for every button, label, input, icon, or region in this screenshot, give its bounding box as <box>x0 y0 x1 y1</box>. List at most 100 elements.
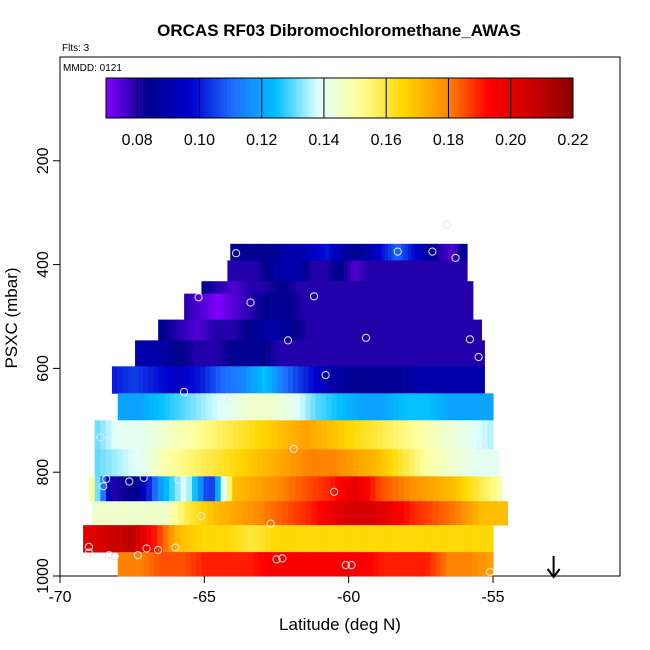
colorbar-swatch <box>442 78 446 118</box>
heatmap-cell <box>114 501 122 526</box>
heatmap-cell <box>440 260 445 282</box>
heatmap-cell <box>313 260 318 282</box>
colorbar-swatch <box>510 78 515 118</box>
heatmap-cell <box>117 366 123 394</box>
heatmap-cell <box>296 243 300 261</box>
heatmap-cell <box>355 281 361 295</box>
heatmap-cell <box>161 449 169 477</box>
heatmap-cell <box>351 501 358 526</box>
heatmap-cell <box>427 319 433 341</box>
heatmap-cell <box>178 449 186 477</box>
sample-point <box>347 561 356 570</box>
colorbar-swatch <box>199 78 204 118</box>
sample-point <box>486 567 495 576</box>
heatmap-cell <box>322 525 329 553</box>
heatmap-cell <box>358 340 364 367</box>
heatmap-cell <box>432 501 439 526</box>
sample-point <box>289 444 298 453</box>
heatmap-cell <box>116 420 123 450</box>
heatmap-cell <box>330 260 335 282</box>
heatmap-cell <box>493 449 500 477</box>
heatmap-cell <box>440 340 447 367</box>
heatmap-cell <box>196 525 204 553</box>
heatmap-cell <box>461 501 468 526</box>
heatmap-cell <box>343 260 348 282</box>
colorbar-swatch <box>127 78 132 118</box>
heatmap-cell <box>247 260 252 282</box>
heatmap-cell <box>468 293 474 321</box>
heatmap-cell <box>487 449 494 477</box>
heatmap-cell <box>345 501 353 526</box>
heatmap-cell <box>443 260 448 282</box>
heatmap-cell <box>232 293 237 321</box>
colorbar-swatch <box>423 78 428 118</box>
heatmap-cell <box>306 476 314 502</box>
heatmap-cell <box>357 501 364 526</box>
colorbar-swatch <box>211 78 216 118</box>
heatmap-cell <box>401 243 406 261</box>
heatmap-cell <box>420 393 426 421</box>
heatmap-cell <box>195 449 202 477</box>
heatmap-cell <box>236 340 243 367</box>
heatmap-cell <box>287 366 294 394</box>
heatmap-cell <box>203 319 209 341</box>
heatmap-cell <box>151 476 159 502</box>
heatmap-cell <box>354 420 361 450</box>
heatmap-cell <box>267 260 272 282</box>
heatmap-cell <box>467 501 474 526</box>
heatmap-cell <box>413 525 420 553</box>
heatmap-cell <box>408 281 414 295</box>
heatmap-cell <box>216 552 223 577</box>
heatmap-cell <box>447 243 452 261</box>
colorbar-swatch <box>420 78 425 118</box>
heatmap-cell <box>232 340 238 367</box>
colorbar-swatch <box>367 78 372 118</box>
heatmap-cell <box>422 366 429 394</box>
heatmap-cell <box>254 260 258 282</box>
heatmap-cell <box>340 293 346 321</box>
heatmap-cell <box>282 420 289 450</box>
heatmap-cell <box>243 319 249 341</box>
heatmap-cell <box>230 260 235 282</box>
colorbar-swatch <box>140 78 144 118</box>
colorbar-swatch <box>476 78 481 118</box>
heatmap-cell <box>190 552 197 577</box>
heatmap-cell <box>133 420 140 450</box>
heatmap-cell <box>173 449 180 477</box>
heatmap-cell <box>301 319 307 341</box>
heatmap-cell <box>298 366 304 394</box>
heatmap-cell <box>384 525 392 553</box>
colorbar-swatch <box>255 78 260 118</box>
heatmap-cell <box>470 420 477 450</box>
heatmap-cell <box>255 420 262 450</box>
heatmap-cell <box>351 243 356 261</box>
heatmap-cell <box>325 281 331 295</box>
heatmap-cell <box>234 449 242 477</box>
heatmap-cell <box>258 393 265 421</box>
heatmap-cell <box>167 449 174 477</box>
heatmap-cell <box>111 366 118 394</box>
heatmap-cell <box>455 501 462 526</box>
heatmap-cell <box>140 525 147 553</box>
colorbar-swatch <box>560 78 565 118</box>
heatmap-cell <box>352 449 360 477</box>
colorbar-swatch <box>554 78 558 118</box>
colorbar-swatch <box>389 78 393 118</box>
sample-point <box>226 394 235 403</box>
heatmap-cell <box>214 525 221 553</box>
heatmap-cell <box>392 449 399 477</box>
colorbar-swatch <box>317 78 322 118</box>
heatmap-cell <box>166 420 173 450</box>
heatmap-cell <box>299 525 306 553</box>
colorbar-swatch <box>557 78 562 118</box>
heatmap-cell <box>248 525 255 553</box>
heatmap-cell <box>393 281 399 295</box>
heatmap-cell <box>484 501 491 526</box>
heatmap-cell <box>329 340 335 367</box>
colorbar-swatch <box>299 78 303 118</box>
heatmap-cell <box>490 501 497 526</box>
x-tick-label: -70 <box>48 589 71 606</box>
heatmap-cell <box>123 476 130 502</box>
colorbar-swatch <box>383 78 387 118</box>
